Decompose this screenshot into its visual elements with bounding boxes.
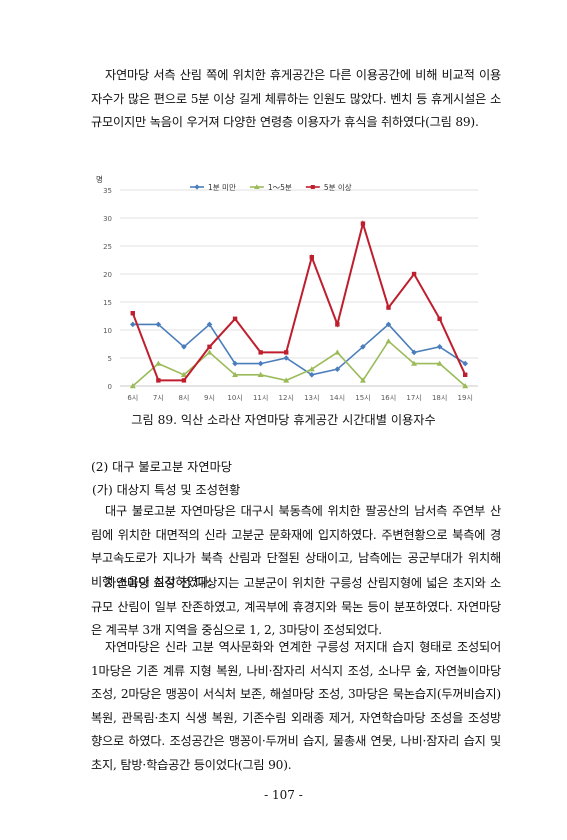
data-point: [335, 322, 340, 327]
x-tick-label: 13시: [304, 394, 319, 402]
x-tick-label: 14시: [330, 394, 345, 402]
y-tick-label: 5: [108, 355, 112, 363]
data-point: [283, 355, 290, 361]
y-axis-label: 명: [96, 174, 103, 184]
data-point: [359, 377, 366, 383]
series-line: [131, 219, 467, 382]
site-paragraph: 대구 불로고분 자연마당은 대구시 북동측에 위치한 팔공산의 남서측 주연부 …: [91, 504, 501, 589]
data-point: [360, 344, 366, 350]
data-point: [411, 271, 417, 277]
data-point: [463, 372, 468, 377]
data-point: [437, 316, 442, 321]
data-point: [181, 378, 187, 383]
data-point: [257, 360, 264, 367]
data-point: [360, 221, 366, 226]
data-point: [284, 350, 289, 355]
data-point: [232, 360, 238, 367]
construction-paragraph: 자연마당은 신라 고분 역사문화와 연계한 구릉성 저지대 습지 형태로 조성되…: [91, 640, 501, 772]
intro-paragraph: 자연마당 서측 산림 쪽에 위치한 휴게공간은 다른 이용공간에 비해 비교적 …: [91, 68, 501, 129]
subsection-heading: (가) 대상지 특성 및 조성현황: [92, 483, 241, 497]
data-point: [206, 321, 213, 328]
data-point: [180, 371, 187, 377]
data-point: [207, 344, 212, 349]
legend-label: 1분 미만: [208, 183, 236, 192]
x-tick-label: 17시: [406, 394, 421, 402]
data-point: [308, 366, 315, 372]
data-point: [232, 316, 238, 321]
data-point: [283, 377, 290, 383]
data-point: [386, 305, 391, 310]
x-tick-label: 18시: [432, 394, 447, 402]
y-tick-label: 20: [103, 271, 112, 279]
series-line: [132, 339, 466, 387]
y-tick-label: 30: [103, 215, 112, 223]
data-point: [411, 360, 418, 366]
figure-caption: 그림 89. 익산 소라산 자연마당 휴게공간 시간대별 이용자수: [131, 413, 436, 427]
data-point: [436, 360, 443, 366]
x-tick-label: 16시: [381, 394, 396, 402]
data-point: [129, 321, 136, 328]
data-point: [257, 371, 264, 377]
legend-marker: [254, 184, 260, 189]
data-point: [181, 344, 187, 350]
x-tick-label: 12시: [279, 394, 294, 402]
data-point: [155, 360, 162, 366]
data-point: [232, 371, 239, 377]
legend-marker: [194, 184, 200, 190]
data-point: [155, 321, 162, 328]
legend-marker: [310, 185, 315, 189]
data-point: [309, 255, 314, 260]
x-tick-label: 10시: [227, 394, 242, 402]
data-point: [258, 350, 263, 355]
data-point: [411, 349, 417, 356]
x-tick-label: 15시: [355, 394, 370, 402]
y-tick-label: 0: [108, 383, 112, 391]
x-tick-label: 6시: [127, 394, 138, 402]
x-tick-label: 7시: [153, 394, 164, 402]
pre-construction-paragraph: 자연마당 조성 전 대상지는 고분군이 위치한 구릉성 산림지형에 넓은 초지와…: [91, 576, 501, 637]
y-tick-label: 35: [103, 187, 112, 195]
data-point: [308, 372, 315, 378]
y-tick-label: 10: [103, 327, 112, 335]
data-point: [130, 311, 135, 316]
data-point: [334, 349, 341, 355]
data-point: [462, 383, 469, 389]
data-point: [436, 344, 443, 350]
data-point: [385, 321, 392, 328]
y-tick-label: 15: [103, 299, 112, 307]
page-number: - 107 -: [264, 788, 303, 802]
legend-label: 1～5분: [268, 183, 292, 192]
hourly-visitor-chart: 0 5 10 15 20 25 30 35명 6시 7시 8시 9시 10시 11시 12시 13시 14시 15…: [96, 174, 478, 402]
x-tick-label: 11시: [253, 394, 268, 402]
x-tick-label: 19시: [458, 394, 473, 402]
series-line: [132, 323, 466, 376]
data-point: [156, 378, 161, 383]
data-point: [129, 383, 136, 389]
data-point: [385, 338, 392, 344]
data-point: [206, 349, 213, 355]
data-point: [462, 360, 469, 367]
y-tick-label: 25: [103, 243, 112, 251]
legend-label: 5분 이상: [324, 182, 352, 192]
data-point: [334, 366, 341, 372]
x-tick-label: 8시: [178, 394, 189, 402]
section-heading: (2) 대구 불로고분 자연마당: [91, 460, 233, 474]
x-tick-label: 9시: [204, 394, 215, 402]
